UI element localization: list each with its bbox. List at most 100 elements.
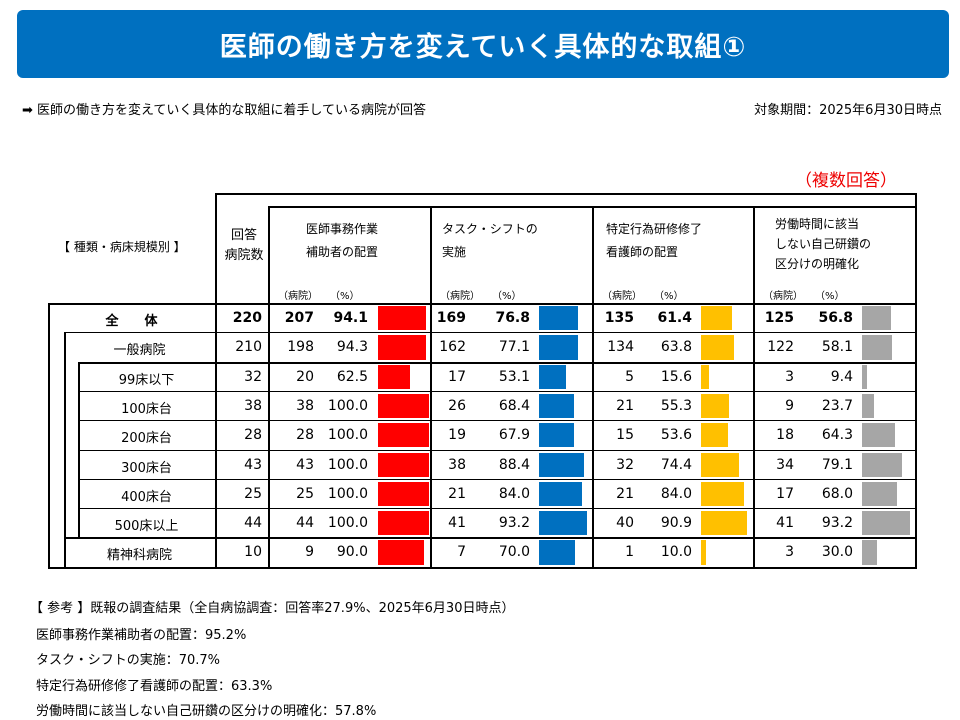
percent-bar xyxy=(378,540,424,565)
percent-value: 55.3 xyxy=(660,397,692,414)
percent-value: 74.4 xyxy=(660,456,692,473)
table-border xyxy=(78,449,917,451)
percent-bar xyxy=(862,452,903,477)
page-title: 医師の働き方を変えていく具体的な取組① xyxy=(17,10,949,78)
hospital-count: 19 xyxy=(448,427,466,444)
percent-bar xyxy=(378,511,429,536)
unit-percent-label: （%） xyxy=(492,291,522,302)
table-border xyxy=(215,193,917,195)
row-label: 200床台 xyxy=(121,431,172,447)
hospital-count: 169 xyxy=(436,310,466,326)
respondent-count: 44 xyxy=(244,515,262,532)
percent-value: 64.3 xyxy=(821,427,853,444)
percent-bar xyxy=(539,511,587,536)
percent-bar xyxy=(862,335,892,360)
table-border xyxy=(48,303,917,305)
hospital-count: 40 xyxy=(616,515,634,532)
hospital-count: 198 xyxy=(287,339,314,356)
category-header: 【 種類・病床規模別 】 xyxy=(58,240,186,254)
hospital-count: 3 xyxy=(785,368,794,385)
hospital-count: 1 xyxy=(625,544,634,561)
table-border xyxy=(78,420,917,422)
respondent-count: 210 xyxy=(235,339,262,356)
table-border xyxy=(430,206,432,567)
percent-value: 94.1 xyxy=(333,310,368,326)
percent-bar xyxy=(701,423,729,448)
percent-value: 68.4 xyxy=(498,397,530,414)
table-border xyxy=(48,303,50,567)
percent-value: 70.0 xyxy=(498,544,530,561)
percent-value: 10.0 xyxy=(660,544,692,561)
table-border xyxy=(915,193,917,567)
table-border xyxy=(64,332,66,567)
hospital-count: 44 xyxy=(296,515,314,532)
column-header: 労働時間に該当 しない自己研鑽の 区分けの明確化 xyxy=(775,217,872,271)
percent-bar xyxy=(539,540,575,565)
hospital-count: 26 xyxy=(448,397,466,414)
hospital-count: 41 xyxy=(448,515,466,532)
hospital-count: 25 xyxy=(296,485,314,502)
percent-value: 62.5 xyxy=(336,368,368,385)
hospital-count: 38 xyxy=(448,456,466,473)
unit-percent-label: （%） xyxy=(330,291,360,302)
percent-bar xyxy=(378,452,429,477)
column-header: タスク・シフトの 実施 xyxy=(442,222,538,259)
table-border xyxy=(64,332,917,334)
percent-value: 53.6 xyxy=(660,427,692,444)
percent-value: 56.8 xyxy=(818,310,853,326)
percent-value: 15.6 xyxy=(660,368,692,385)
percent-bar xyxy=(862,364,867,389)
percent-bar xyxy=(701,335,734,360)
respondent-count: 38 xyxy=(244,397,262,414)
percent-bar xyxy=(378,423,429,448)
hospital-count: 135 xyxy=(604,310,634,326)
reference-heading: 【 参考 】既報の調査結果（全自病協調査：回答率27.9%、2025年6月30日… xyxy=(30,601,515,616)
percent-value: 93.2 xyxy=(821,515,853,532)
unit-percent-label: （%） xyxy=(815,291,845,302)
respondent-count: 25 xyxy=(244,485,262,502)
percent-value: 63.8 xyxy=(660,339,692,356)
subtitle: ➡ 医師の働き方を変えていく具体的な取組に着手している病院が回答 xyxy=(22,103,426,118)
percent-value: 84.0 xyxy=(660,485,692,502)
hospital-count: 21 xyxy=(616,397,634,414)
table-border xyxy=(753,206,755,567)
hospital-count: 18 xyxy=(776,427,794,444)
percent-value: 88.4 xyxy=(498,456,530,473)
percent-bar xyxy=(701,540,707,565)
percent-bar xyxy=(862,393,875,419)
respondent-count: 10 xyxy=(244,544,262,561)
row-label: 一般病院 xyxy=(113,343,166,359)
percent-bar xyxy=(539,364,567,389)
hospital-count: 3 xyxy=(785,544,794,561)
table-border xyxy=(215,303,217,567)
row-label: 99床以下 xyxy=(118,372,175,388)
percent-bar xyxy=(378,481,429,507)
percent-value: 84.0 xyxy=(498,485,530,502)
hospital-count: 17 xyxy=(448,368,466,385)
hospital-count: 125 xyxy=(764,310,794,326)
row-label: 300床台 xyxy=(121,460,172,476)
column-header: 医師事務作業 補助者の配置 xyxy=(306,222,379,259)
percent-bar xyxy=(378,335,427,360)
table-border xyxy=(78,361,80,538)
percent-value: 100.0 xyxy=(327,456,368,473)
hospital-count: 207 xyxy=(284,310,314,326)
hospital-count: 21 xyxy=(448,485,466,502)
table-border xyxy=(78,478,917,480)
row-label: 500床以上 xyxy=(114,519,179,535)
percent-value: 94.3 xyxy=(336,339,368,356)
percent-value: 79.1 xyxy=(821,456,853,473)
percent-bar xyxy=(539,481,582,507)
respondent-count: 28 xyxy=(244,427,262,444)
percent-value: 90.9 xyxy=(660,515,692,532)
percent-value: 67.9 xyxy=(498,427,530,444)
unit-count-label: （病院） xyxy=(278,291,318,302)
hospital-count: 38 xyxy=(296,397,314,414)
reference-item: 特定行為研修修了看護師の配置：63.3% xyxy=(36,679,273,694)
percent-value: 100.0 xyxy=(327,397,368,414)
respondent-count: 43 xyxy=(244,456,262,473)
percent-value: 61.4 xyxy=(657,310,692,326)
percent-value: 58.1 xyxy=(821,339,853,356)
percent-value: 9.4 xyxy=(830,368,853,385)
table-border xyxy=(78,390,917,393)
